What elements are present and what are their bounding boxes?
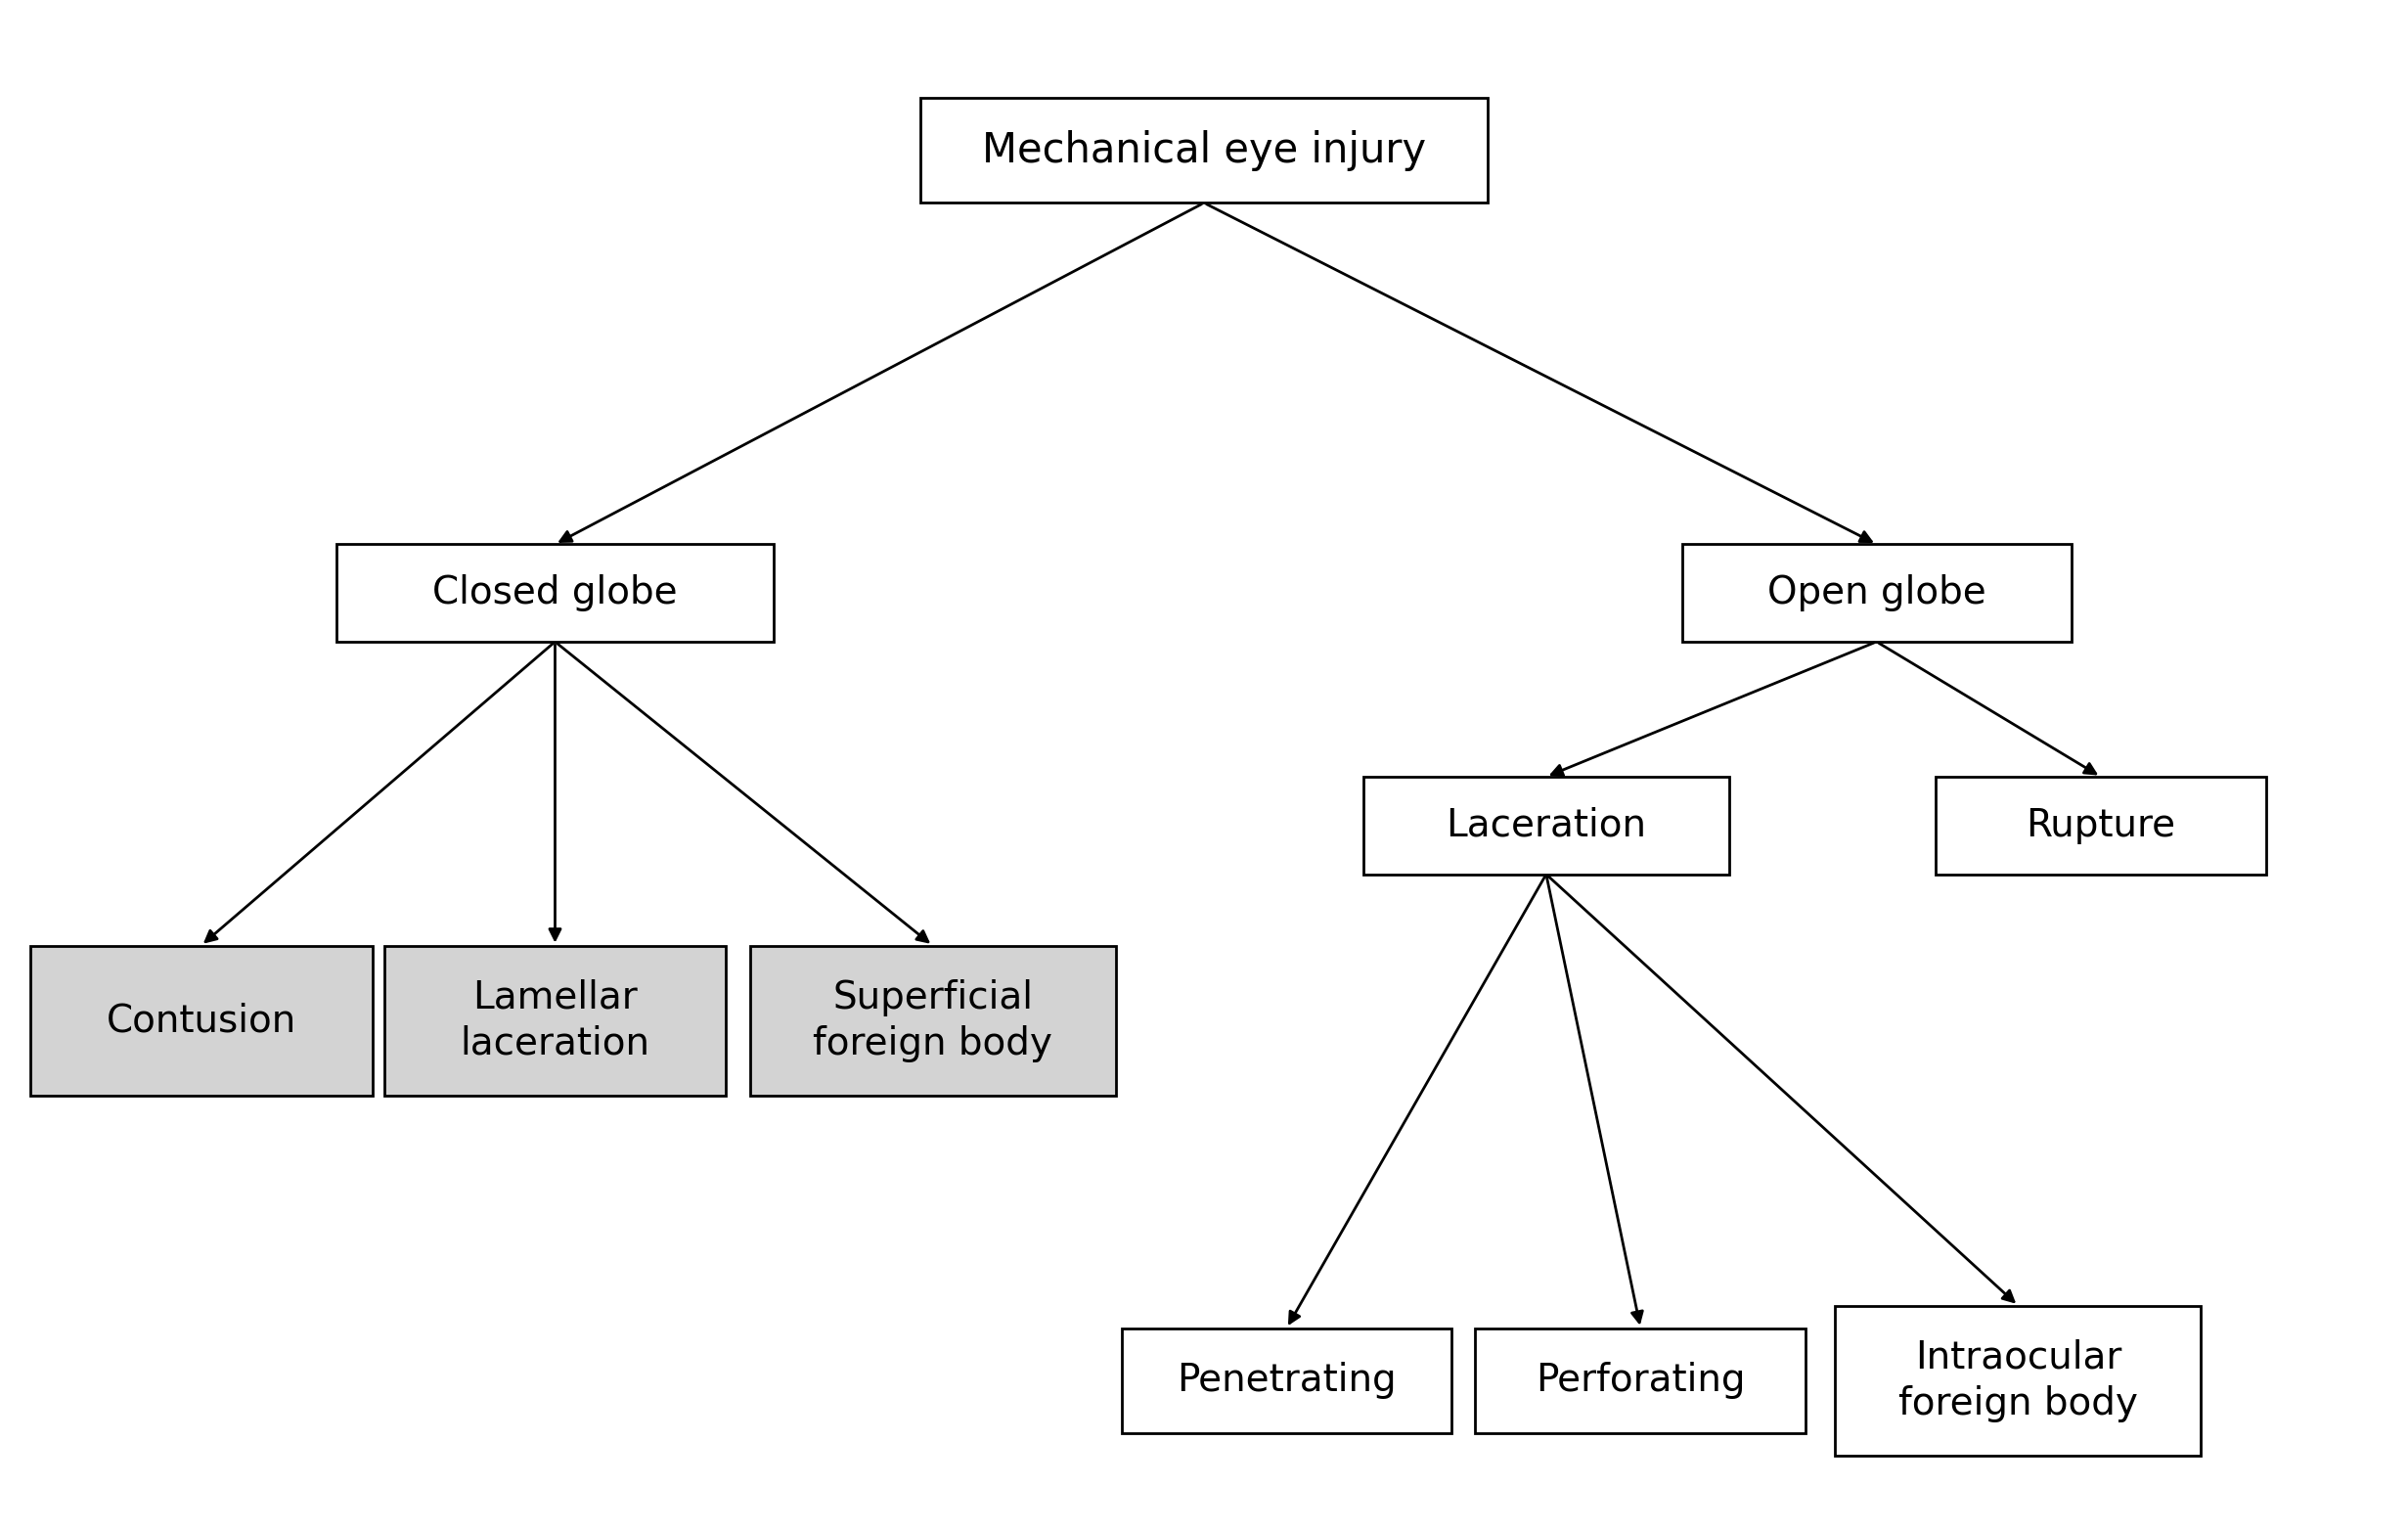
FancyBboxPatch shape xyxy=(1936,776,2266,874)
FancyBboxPatch shape xyxy=(1122,1329,1452,1433)
Text: Penetrating: Penetrating xyxy=(1178,1363,1397,1399)
Text: Laceration: Laceration xyxy=(1445,807,1647,844)
FancyBboxPatch shape xyxy=(1363,776,1729,874)
Text: Open globe: Open globe xyxy=(1767,574,1987,611)
FancyBboxPatch shape xyxy=(29,946,373,1096)
Text: Closed globe: Closed globe xyxy=(433,574,677,611)
Text: Superficial
foreign body: Superficial foreign body xyxy=(814,978,1052,1063)
FancyBboxPatch shape xyxy=(749,946,1115,1096)
Text: Rupture: Rupture xyxy=(2025,807,2174,844)
FancyBboxPatch shape xyxy=(337,544,773,641)
FancyBboxPatch shape xyxy=(383,946,727,1096)
Text: Mechanical eye injury: Mechanical eye injury xyxy=(982,130,1426,171)
Text: Perforating: Perforating xyxy=(1536,1363,1746,1399)
FancyBboxPatch shape xyxy=(1835,1306,2201,1456)
Text: Intraocular
foreign body: Intraocular foreign body xyxy=(1898,1340,2138,1422)
FancyBboxPatch shape xyxy=(1681,544,2071,641)
FancyBboxPatch shape xyxy=(920,98,1488,204)
Text: Contusion: Contusion xyxy=(106,1001,296,1040)
Text: Lamellar
laceration: Lamellar laceration xyxy=(460,978,650,1063)
FancyBboxPatch shape xyxy=(1476,1329,1806,1433)
